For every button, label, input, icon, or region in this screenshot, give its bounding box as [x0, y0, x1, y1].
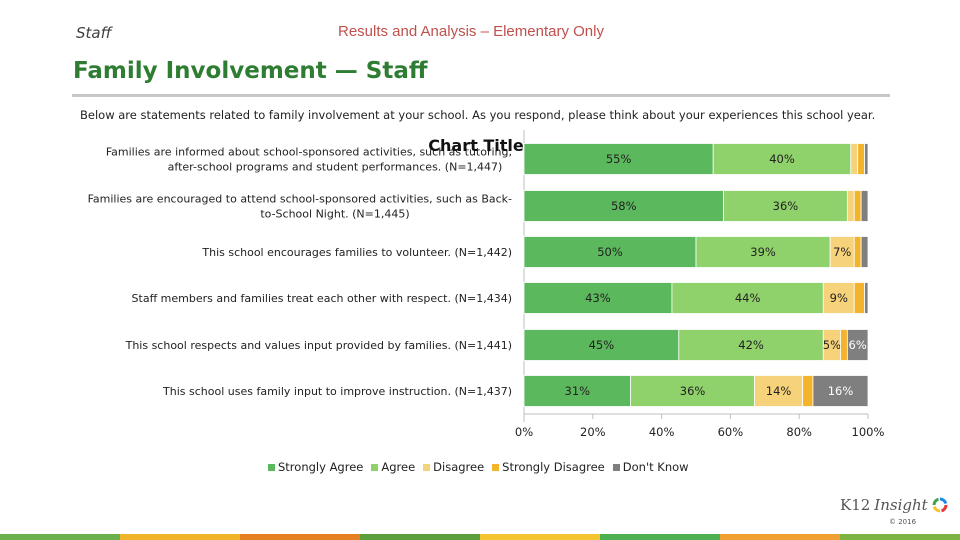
bar-data-label: 16% — [828, 384, 854, 398]
category-label: Families are informed about school-spons… — [106, 146, 512, 159]
bar-data-label: 36% — [773, 199, 799, 213]
bar-segment — [857, 143, 865, 175]
legend-swatch — [371, 463, 379, 471]
page-title: Family Involvement — Staff — [73, 58, 428, 84]
bar-data-label: 7% — [833, 245, 851, 259]
bar-segment — [523, 282, 673, 314]
bar-segment — [712, 143, 852, 175]
title-divider — [72, 94, 890, 97]
bar-data-label: 42% — [738, 338, 764, 352]
bar-segment — [671, 282, 824, 314]
category-label: Families are encouraged to attend school… — [88, 193, 512, 206]
bar-data-label: 5% — [823, 338, 841, 352]
bar-data-label: 9% — [830, 291, 848, 305]
legend-label: Disagree — [433, 460, 485, 474]
bar-segment — [860, 190, 869, 222]
header-title: Results and Analysis – Elementary Only — [338, 23, 604, 40]
legend-item: Strongly Disagree — [492, 460, 605, 474]
footer-color-segment — [840, 534, 960, 540]
logo-ring-segment — [939, 497, 947, 505]
logo-ring-segment — [932, 497, 939, 506]
x-tick-label: 20% — [580, 425, 606, 439]
footer-color-segment — [720, 534, 840, 540]
stacked-bar-chart: 55% 40% Families are informed about school… — [88, 130, 885, 439]
bar-data-label: 31% — [565, 384, 591, 398]
bar-segment — [850, 143, 859, 175]
legend-label: Agree — [381, 460, 416, 474]
bar-segment — [829, 236, 855, 268]
chart-legend: Strongly Agree Agree Disagree Strongly Disa… — [268, 460, 689, 474]
bar-segment — [864, 143, 869, 175]
logo-ring-segment — [940, 504, 948, 513]
bar-segment — [812, 375, 869, 407]
category-label: after-school programs and student perfor… — [168, 161, 503, 174]
legend-item: Agree — [371, 460, 415, 474]
chart-title: Chart Title — [428, 136, 524, 155]
x-tick-label: 0% — [515, 425, 533, 439]
logo-k12-text: K12 — [840, 496, 871, 514]
bar-data-label: 39% — [750, 245, 776, 259]
logo-insight-text: Insight — [874, 496, 928, 514]
legend-label: Don't Know — [622, 460, 689, 474]
bar-data-label: 14% — [766, 384, 792, 398]
footer-color-segment — [120, 534, 240, 540]
footer-color-segment — [240, 534, 360, 540]
legend-label: Strongly Disagree — [502, 460, 605, 474]
footer-color-segment — [360, 534, 480, 540]
bar-segment — [523, 190, 724, 222]
section-label: Staff — [76, 24, 112, 42]
category-label: to-School Night. (N=1,445) — [260, 208, 409, 221]
legend-swatch — [423, 463, 431, 471]
footer-color-segment — [600, 534, 720, 540]
bar-segment — [523, 375, 632, 407]
logo-ring-icon — [932, 497, 948, 513]
category-label: This school encourages families to volun… — [201, 246, 512, 259]
bar-segment — [860, 236, 869, 268]
legend-item: Disagree — [423, 460, 484, 474]
bar-data-label: 40% — [769, 152, 795, 166]
bar-data-label: 50% — [597, 245, 623, 259]
bar-data-label: 6% — [849, 338, 867, 352]
bar-segment — [754, 375, 804, 407]
category-label: This school respects and values input pr… — [125, 339, 512, 352]
bar-data-label: 43% — [585, 291, 611, 305]
bar-data-label: 45% — [589, 338, 615, 352]
x-tick-label: 80% — [786, 425, 812, 439]
legend-swatch — [612, 463, 620, 471]
bar-data-label: 55% — [606, 152, 632, 166]
bar-segment — [846, 329, 869, 361]
bar-segment — [678, 329, 824, 361]
legend-item: Don't Know — [612, 460, 689, 474]
x-tick-label: 40% — [649, 425, 675, 439]
category-label: Staff members and families treat each ot… — [132, 292, 512, 305]
bar-segment — [802, 375, 814, 407]
logo-ring-segment — [932, 505, 940, 513]
bar-data-label: 44% — [735, 291, 761, 305]
legend-item: Strongly Agree — [268, 460, 363, 474]
bar-segment — [853, 190, 862, 222]
footer-color-segment — [0, 534, 120, 540]
k12-insight-logo: K12 Insight — [840, 496, 948, 514]
legend-swatch — [268, 463, 275, 471]
footer-color-segment — [480, 534, 600, 540]
bar-data-label: 36% — [680, 384, 706, 398]
category-label: This school uses family input to improve… — [162, 385, 512, 398]
bar-segment — [853, 236, 862, 268]
legend-label: Strongly Agree — [278, 460, 364, 474]
bar-segment — [822, 282, 855, 314]
bar-segment — [630, 375, 755, 407]
bar-segment — [523, 143, 714, 175]
x-tick-label: 60% — [718, 425, 744, 439]
intro-text: Below are statements related to family i… — [80, 108, 876, 122]
legend-swatch — [492, 463, 500, 471]
copyright: © 2016 — [889, 518, 917, 526]
bar-segment — [853, 282, 865, 314]
bar-segment — [864, 282, 869, 314]
bar-segment — [846, 190, 855, 222]
footer-color-bar — [0, 534, 960, 540]
bar-data-label: 58% — [611, 199, 637, 213]
bar-segment — [840, 329, 848, 361]
x-tick-label: 100% — [852, 425, 885, 439]
